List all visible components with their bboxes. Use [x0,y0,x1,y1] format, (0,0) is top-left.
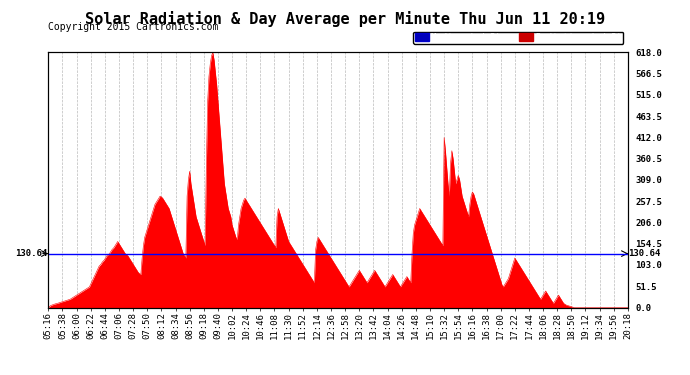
Legend: Median (w/m2), Radiation (w/m2): Median (w/m2), Radiation (w/m2) [413,32,623,44]
Text: 130.64: 130.64 [15,249,48,258]
Text: 130.64: 130.64 [629,249,661,258]
Text: Solar Radiation & Day Average per Minute Thu Jun 11 20:19: Solar Radiation & Day Average per Minute… [85,11,605,27]
Text: Copyright 2015 Cartronics.com: Copyright 2015 Cartronics.com [48,22,219,32]
